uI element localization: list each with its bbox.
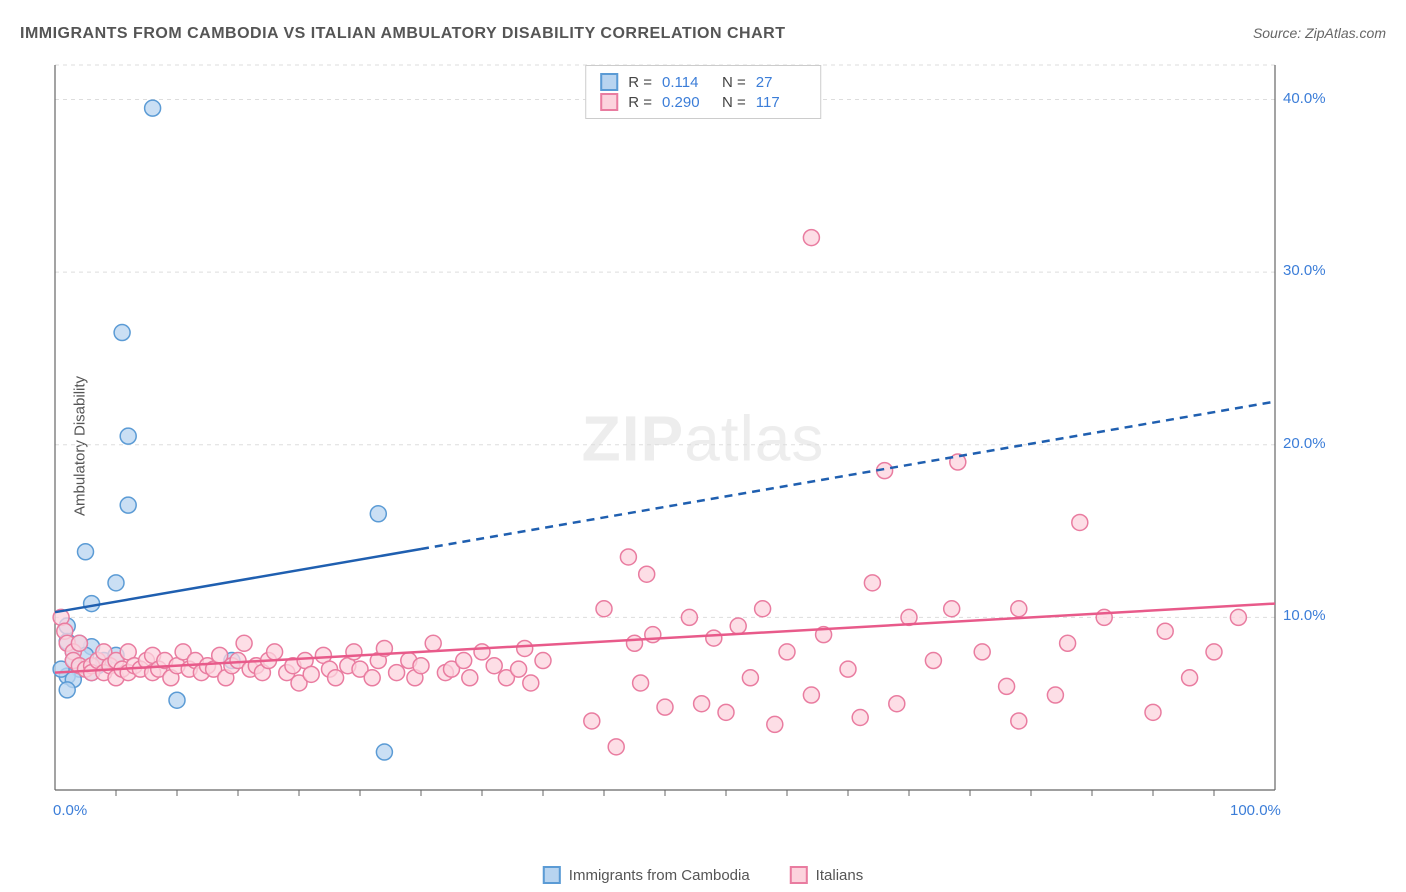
y-tick-label: 10.0%	[1283, 607, 1326, 624]
swatch-italians	[790, 866, 808, 884]
stats-row-1: R = 0.290 N = 117	[600, 92, 806, 112]
y-tick-label: 20.0%	[1283, 435, 1326, 452]
stats-legend-box: R = 0.114 N = 27 R = 0.290 N = 117	[585, 65, 821, 119]
stats-row-0: R = 0.114 N = 27	[600, 72, 806, 92]
swatch-italians	[600, 93, 618, 111]
r-label: R =	[628, 74, 652, 91]
chart-svg	[50, 60, 1330, 820]
source-label: Source: ZipAtlas.com	[1253, 25, 1386, 41]
chart-title: IMMIGRANTS FROM CAMBODIA VS ITALIAN AMBU…	[20, 25, 785, 43]
r-value: 0.290	[662, 94, 712, 111]
x-tick-label: 100.0%	[1230, 802, 1281, 819]
x-legend-item-0: Immigrants from Cambodia	[543, 866, 750, 884]
swatch-cambodia	[543, 866, 561, 884]
r-label: R =	[628, 94, 652, 111]
n-label: N =	[722, 74, 746, 91]
n-value: 117	[756, 94, 806, 111]
n-label: N =	[722, 94, 746, 111]
x-legend-label: Immigrants from Cambodia	[569, 867, 750, 884]
n-value: 27	[756, 74, 806, 91]
swatch-cambodia	[600, 73, 618, 91]
y-tick-label: 30.0%	[1283, 262, 1326, 279]
r-value: 0.114	[662, 74, 712, 91]
plot-area	[50, 60, 1330, 820]
x-legend-label: Italians	[816, 867, 864, 884]
x-legend-item-1: Italians	[790, 866, 864, 884]
x-tick-label: 0.0%	[53, 802, 87, 819]
correlation-chart: IMMIGRANTS FROM CAMBODIA VS ITALIAN AMBU…	[0, 0, 1406, 892]
y-tick-label: 40.0%	[1283, 90, 1326, 107]
x-axis-legend: Immigrants from Cambodia Italians	[543, 866, 863, 884]
